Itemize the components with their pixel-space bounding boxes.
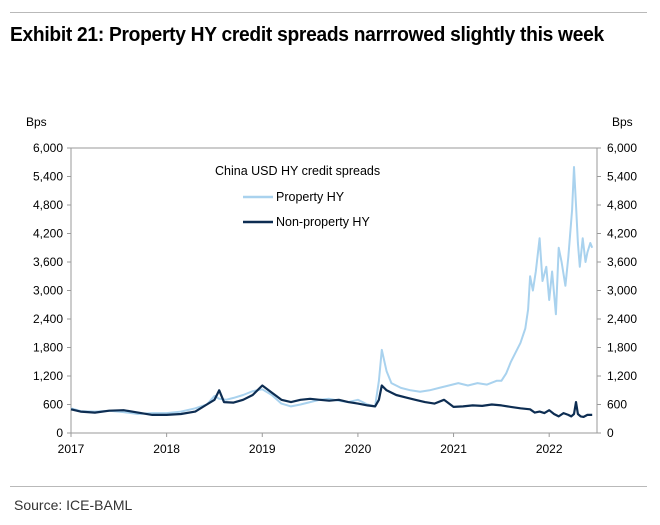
series-line-non-property-hy (70, 384, 593, 418)
x-tick-label: 2020 (345, 442, 372, 456)
y-tick-label-right: 3,000 (607, 284, 637, 298)
y-tick-label-right: 6,000 (607, 141, 637, 155)
y-tick-label-right: 4,200 (607, 227, 637, 241)
y-axis-label-right: Bps (612, 115, 633, 129)
x-tick-label: 2018 (153, 442, 180, 456)
series-line-property-hy (70, 166, 594, 415)
y-tick-label-left: 2,400 (33, 312, 63, 326)
legend-label: Property HY (276, 190, 345, 204)
y-tick-label-left: 1,200 (33, 369, 63, 383)
y-tick-label-right: 4,800 (607, 198, 637, 212)
y-tick-label-left: 3,000 (33, 284, 63, 298)
x-tick-label: 2022 (536, 442, 563, 456)
x-tick-label: 2019 (249, 442, 276, 456)
y-tick-label-right: 1,200 (607, 369, 637, 383)
legend-label: Non-property HY (276, 215, 370, 229)
legend-title: China USD HY credit spreads (215, 164, 380, 178)
source-note: Source: ICE-BAML (14, 497, 133, 513)
y-tick-label-left: 5,400 (33, 170, 63, 184)
y-tick-label-left: 4,800 (33, 198, 63, 212)
y-tick-label-right: 3,600 (607, 255, 637, 269)
y-tick-label-right: 0 (607, 426, 614, 440)
y-tick-label-left: 1,800 (33, 341, 63, 355)
chart: 0 0 600 600 1,200 1,200 1,800 1,800 2,400 2,400 3,… (26, 115, 637, 456)
y-tick-label-right: 5,400 (607, 170, 637, 184)
x-tick-label: 2021 (440, 442, 467, 456)
bottom-rule (10, 486, 647, 487)
y-tick-label-left: 600 (43, 398, 63, 412)
x-tick-label: 2017 (58, 442, 85, 456)
y-tick-label-right: 2,400 (607, 312, 637, 326)
y-tick-label-left: 0 (56, 426, 63, 440)
y-tick-label-left: 4,200 (33, 227, 63, 241)
exhibit-title: Exhibit 21: Property HY credit spreads n… (10, 24, 604, 46)
y-tick-label-right: 1,800 (607, 341, 637, 355)
y-tick-label-right: 600 (607, 398, 627, 412)
y-axis-label-left: Bps (26, 115, 47, 129)
y-tick-label-left: 6,000 (33, 141, 63, 155)
y-tick-label-left: 3,600 (33, 255, 63, 269)
top-rule (10, 12, 647, 13)
